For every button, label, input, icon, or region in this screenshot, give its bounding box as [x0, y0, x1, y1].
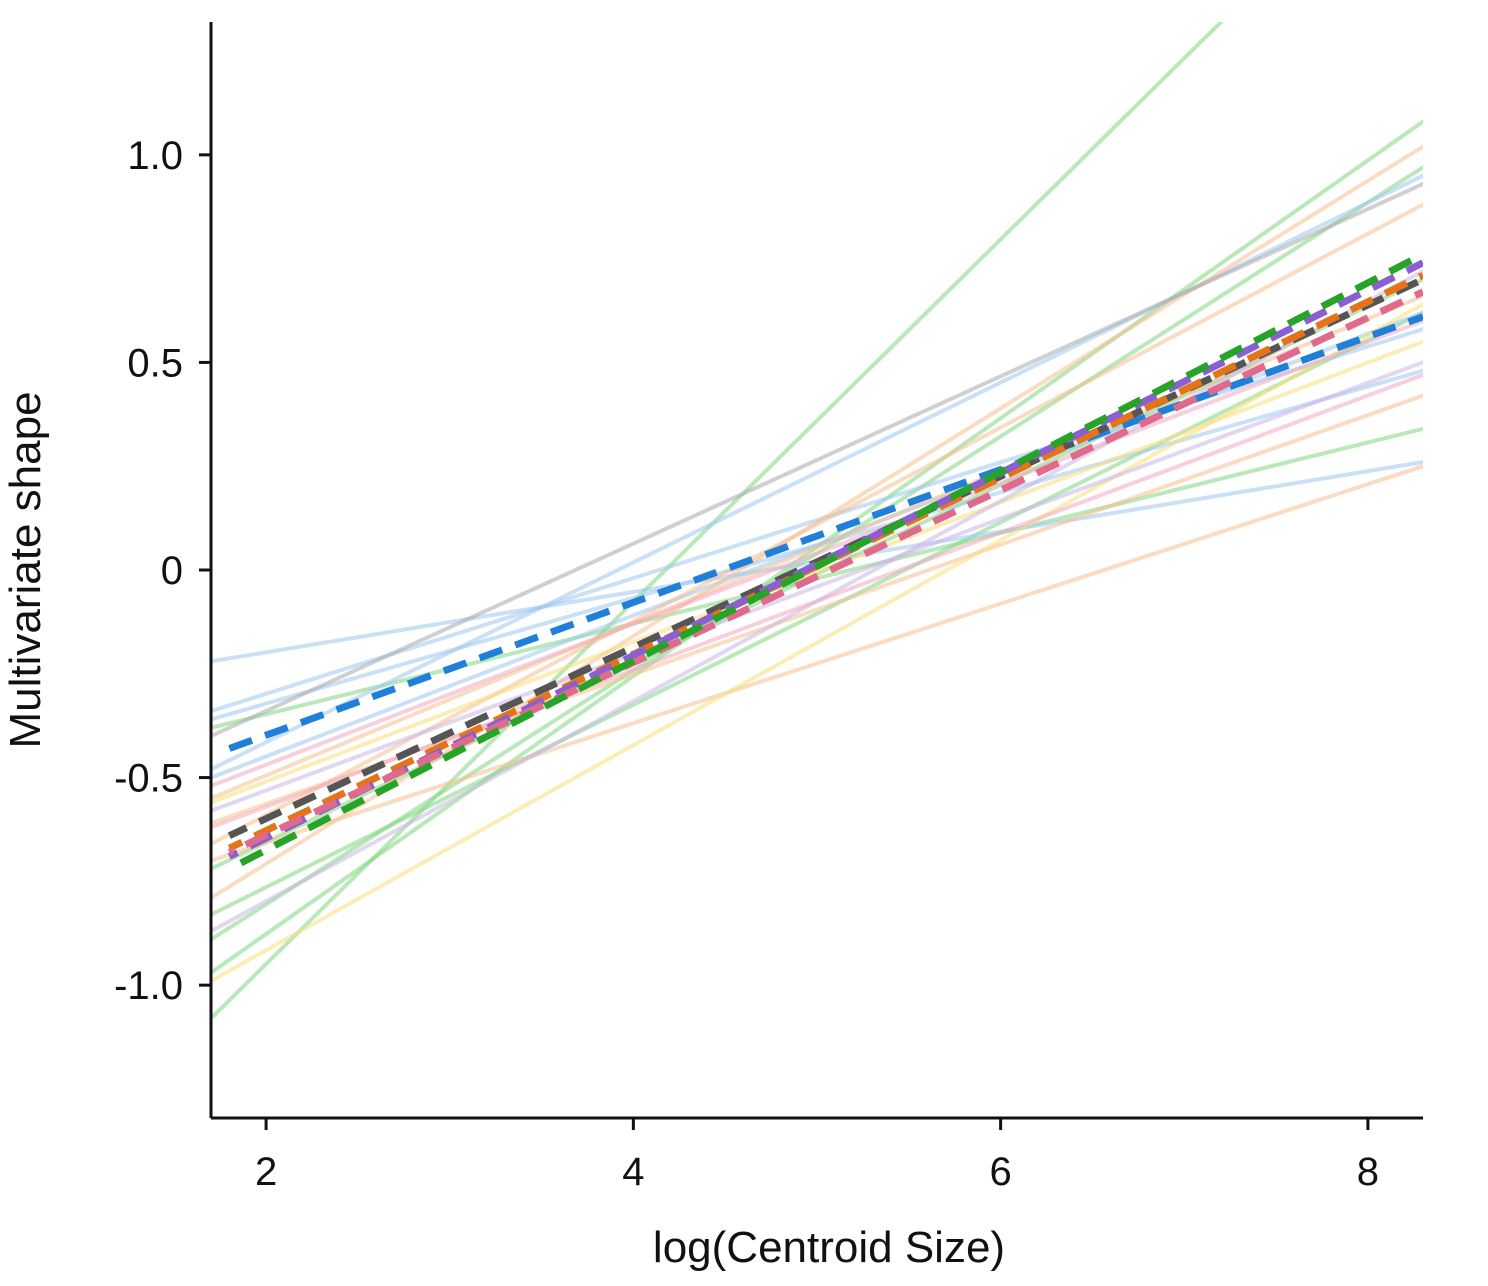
dashed-line-6 — [227, 251, 1423, 873]
thin-line-18 — [211, 339, 1423, 805]
y-tick-label: -1.0 — [114, 964, 183, 1008]
x-axis-ticks: 2 4 6 8 — [255, 1118, 1379, 1194]
x-axis-title: log(Centroid Size) — [653, 1223, 1005, 1272]
dashed-line-3 — [227, 272, 1423, 852]
y-tick-label: 0.5 — [127, 341, 183, 385]
dashed-line-1 — [228, 313, 1423, 752]
x-tick-label: 6 — [990, 1150, 1012, 1194]
dashed-line-2 — [227, 276, 1423, 839]
thin-line-14 — [211, 464, 1423, 863]
y-tick-label: -0.5 — [114, 757, 183, 801]
x-tick-label: 4 — [622, 1150, 644, 1194]
x-tick-label: 8 — [1357, 1150, 1379, 1194]
thin-line-22 — [211, 372, 1423, 830]
dashed-line-5 — [227, 288, 1423, 856]
y-tick-label: 0 — [161, 549, 183, 593]
thin-line-5 — [211, 310, 1423, 917]
y-tick-label: 1.0 — [127, 134, 183, 178]
thin-regression-lines — [211, 22, 1423, 1021]
y-axis-ticks: 1.0 0.5 0 -0.5 -1.0 — [114, 134, 211, 1008]
y-axis-title: Multivariate shape — [1, 391, 50, 748]
thin-line-20 — [211, 360, 1423, 813]
mean-regression-lines — [227, 251, 1423, 873]
thin-line-21 — [211, 318, 1423, 788]
thin-line-17 — [211, 302, 1423, 983]
x-tick-label: 2 — [255, 1150, 277, 1194]
thin-line-23 — [211, 181, 1423, 739]
